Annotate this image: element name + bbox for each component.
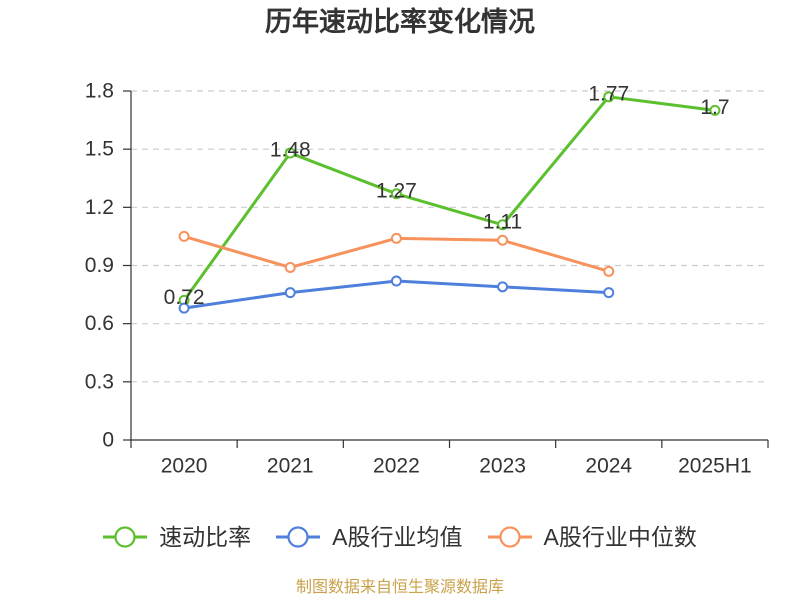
legend: 速动比率 A股行业均值 A股行业中位数 <box>0 519 800 555</box>
data-point-quick-ratio <box>709 104 721 116</box>
data-point-quick-ratio <box>497 219 509 231</box>
legend-label-quick-ratio: 速动比率 <box>159 524 252 550</box>
gridlines <box>131 90 768 383</box>
data-point-industry-median <box>390 232 402 244</box>
y-tick-label: 0 <box>102 429 114 452</box>
series-lines <box>182 95 717 310</box>
data-label-quick-ratio: 0.72 <box>164 286 205 309</box>
legend-quick-ratio-marker-icon <box>103 526 148 548</box>
y-tick-label: 0.3 <box>85 370 114 393</box>
legend-item-industry-mean[interactable]: A股行业均值 <box>276 523 463 551</box>
data-point-quick-ratio <box>390 188 402 200</box>
data-label-quick-ratio: 1.27 <box>376 179 417 202</box>
data-label-quick-ratio: 1.7 <box>700 96 729 119</box>
legend-marker-circle <box>498 526 521 548</box>
y-tick-label: 0.9 <box>85 254 114 277</box>
legend-industry-median-marker-icon <box>487 526 532 548</box>
axes: 0 0.3 0.6 0.9 1.2 1.5 1.8 2020 2021 2022 2023 2024 2… <box>85 80 769 478</box>
data-label-quick-ratio: 1.11 <box>483 210 522 233</box>
chart-title: 历年速动比率变化情况 <box>265 7 535 37</box>
y-tick-label: 1.8 <box>85 80 114 103</box>
data-label-quick-ratio: 1.77 <box>588 82 629 105</box>
x-tick-label: 2021 <box>267 455 314 478</box>
legend-item-quick-ratio[interactable]: 速动比率 <box>103 523 251 551</box>
data-point-industry-mean <box>390 275 402 287</box>
data-point-industry-median <box>284 261 296 273</box>
data-label-quick-ratio: 1.48 <box>270 139 311 162</box>
x-tick-label: 2023 <box>479 455 526 478</box>
x-tick-label: 2025H1 <box>678 455 752 478</box>
legend-label-industry-mean: A股行业均值 <box>332 524 463 550</box>
data-points <box>178 91 721 314</box>
data-point-industry-mean <box>284 287 296 299</box>
data-point-quick-ratio <box>284 147 296 159</box>
y-tick-label: 0.6 <box>85 312 114 335</box>
data-point-industry-mean <box>603 287 615 299</box>
data-point-industry-mean <box>178 302 190 314</box>
legend-industry-mean-marker-icon <box>276 526 321 548</box>
source-note: 制图数据来自恒生聚源数据库 <box>295 579 504 596</box>
legend-marker-circle <box>114 526 136 548</box>
series-line-quick-ratio <box>182 95 717 302</box>
data-point-industry-median <box>603 265 615 277</box>
data-point-industry-median <box>178 230 190 242</box>
data-point-industry-mean <box>497 281 509 293</box>
legend-label-industry-median: A股行业中位数 <box>543 524 697 550</box>
y-tick-label: 1.2 <box>85 196 114 219</box>
data-labels: 0.72 1.48 1.27 1.11 1.77 1.7 <box>164 82 730 309</box>
legend-item-industry-median[interactable]: A股行业中位数 <box>487 523 697 551</box>
x-tick-label: 2022 <box>373 455 420 478</box>
legend-marker-circle <box>287 526 309 548</box>
data-point-quick-ratio <box>603 91 615 103</box>
x-tick-label: 2024 <box>585 455 632 478</box>
data-point-industry-median <box>497 234 509 246</box>
y-tick-label: 1.5 <box>85 138 114 161</box>
x-tick-label: 2020 <box>161 455 208 478</box>
